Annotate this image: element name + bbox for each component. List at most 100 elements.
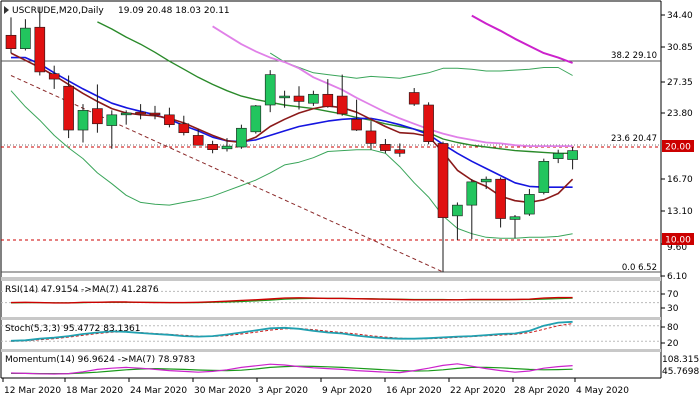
candle-body bbox=[452, 204, 463, 217]
momentum-line[interactable] bbox=[10, 363, 573, 375]
support-badge-label: 10.00 bbox=[665, 236, 691, 246]
stoch-tick-label: 20 bbox=[667, 339, 679, 349]
date-label: 3 Apr 2020 bbox=[258, 386, 308, 396]
ma-green-line[interactable] bbox=[97, 21, 573, 154]
candle-body bbox=[149, 112, 161, 116]
candle[interactable] bbox=[264, 70, 276, 113]
candle[interactable] bbox=[322, 79, 334, 108]
stoch-main-line[interactable] bbox=[10, 320, 573, 342]
ma-violet-line[interactable] bbox=[212, 25, 573, 147]
candle-body bbox=[120, 112, 132, 116]
candle-body bbox=[365, 130, 377, 144]
candle[interactable] bbox=[120, 110, 132, 125]
candle[interactable] bbox=[221, 138, 233, 152]
candle[interactable] bbox=[495, 177, 506, 228]
candle[interactable] bbox=[250, 105, 262, 134]
rsi-line[interactable] bbox=[10, 296, 573, 304]
candle[interactable] bbox=[552, 149, 564, 164]
candle[interactable] bbox=[207, 140, 218, 154]
candle-body bbox=[48, 73, 60, 80]
panel-separator[interactable] bbox=[1, 349, 661, 352]
candle[interactable] bbox=[538, 158, 550, 195]
candle-body bbox=[264, 74, 276, 106]
candle[interactable] bbox=[452, 202, 463, 240]
candle[interactable] bbox=[279, 90, 290, 108]
descending-trendline[interactable] bbox=[10, 75, 444, 273]
oscillators bbox=[1, 290, 661, 375]
candle[interactable] bbox=[380, 138, 391, 154]
date-axis: 12 Mar 2020 18 Mar 2020 24 Mar 2020 30 M… bbox=[2, 378, 629, 396]
indicator-axes: 70 30 80 20 108.3155 45.7698 bbox=[661, 290, 700, 377]
candle[interactable] bbox=[149, 105, 161, 120]
candle[interactable] bbox=[293, 86, 305, 110]
candle-body bbox=[106, 114, 118, 126]
candle-body bbox=[524, 194, 535, 215]
candle[interactable] bbox=[164, 107, 175, 128]
candle[interactable] bbox=[34, 6, 46, 76]
candle[interactable] bbox=[20, 19, 31, 51]
candle[interactable] bbox=[365, 121, 377, 150]
date-label: 12 Mar 2020 bbox=[4, 386, 61, 396]
candle[interactable] bbox=[336, 74, 348, 116]
candle[interactable] bbox=[63, 75, 74, 139]
candle-body bbox=[221, 145, 233, 150]
candle[interactable] bbox=[178, 115, 190, 136]
ma-magenta-line[interactable] bbox=[471, 14, 573, 64]
price-tick-label: 30.85 bbox=[667, 43, 693, 53]
rsi-title: RSI(14) 47.9154 ->MA(7) 41.2876 bbox=[5, 285, 159, 295]
candle[interactable] bbox=[480, 176, 492, 190]
resistance-badge bbox=[662, 140, 694, 152]
price-tick-label: 16.70 bbox=[667, 175, 693, 185]
bollinger-upper-line[interactable] bbox=[269, 52, 573, 79]
candle[interactable] bbox=[423, 102, 434, 145]
candle-body bbox=[423, 104, 434, 142]
price-tick-label: 9.60 bbox=[667, 243, 687, 253]
horizontal-levels bbox=[1, 60, 661, 273]
candle[interactable] bbox=[135, 104, 146, 120]
ma-blue-line[interactable] bbox=[11, 56, 573, 188]
candle-body bbox=[380, 144, 391, 151]
candle[interactable] bbox=[77, 104, 89, 143]
candle-body bbox=[408, 92, 420, 105]
candle[interactable] bbox=[466, 179, 478, 240]
date-label: 9 Apr 2020 bbox=[322, 386, 372, 396]
candle-body bbox=[293, 95, 305, 102]
panel-separator[interactable] bbox=[1, 317, 661, 320]
rsi-tick-label: 30 bbox=[667, 304, 679, 314]
bollinger-lower-line[interactable] bbox=[10, 90, 573, 239]
candle-body bbox=[308, 93, 319, 104]
candle[interactable] bbox=[106, 110, 118, 149]
candle-body bbox=[250, 105, 262, 133]
candle[interactable] bbox=[192, 129, 204, 146]
candle-body bbox=[63, 85, 74, 131]
candle[interactable] bbox=[524, 189, 535, 216]
ma-darkred-line[interactable] bbox=[10, 52, 574, 204]
candle-body bbox=[279, 95, 290, 99]
date-label: 4 May 2020 bbox=[576, 386, 629, 396]
candle[interactable] bbox=[308, 90, 319, 106]
candle[interactable] bbox=[408, 88, 420, 106]
fib-38-2-label: 38.2 29.10 bbox=[611, 51, 657, 61]
candle[interactable] bbox=[48, 65, 60, 89]
panel-separator[interactable] bbox=[1, 277, 661, 281]
candle[interactable] bbox=[394, 143, 406, 157]
candle-body bbox=[236, 127, 247, 148]
candle[interactable] bbox=[351, 99, 362, 131]
resistance-badge-label: 20.00 bbox=[665, 143, 691, 153]
candle[interactable] bbox=[92, 84, 103, 133]
chart-menu-triangle-icon[interactable] bbox=[4, 6, 9, 14]
indicator-titles: RSI(14) 47.9154 ->MA(7) 41.2876 Stoch(5,… bbox=[5, 285, 195, 365]
candle-body bbox=[336, 95, 348, 115]
price-tick-label: 23.80 bbox=[667, 109, 693, 119]
candle[interactable] bbox=[509, 214, 521, 239]
candle[interactable] bbox=[5, 17, 17, 54]
price-axis: 34.40 30.85 27.35 23.80 16.70 13.10 9.60… bbox=[661, 11, 693, 282]
symbol-label: USCRUDE,M20,Daily bbox=[12, 6, 104, 16]
candle[interactable] bbox=[437, 141, 449, 273]
candle[interactable] bbox=[236, 124, 247, 149]
candle[interactable] bbox=[567, 147, 578, 170]
candle-body bbox=[538, 161, 550, 193]
date-label: 28 Apr 2020 bbox=[514, 386, 570, 396]
momentum-tick-label: 108.3155 bbox=[662, 355, 700, 365]
